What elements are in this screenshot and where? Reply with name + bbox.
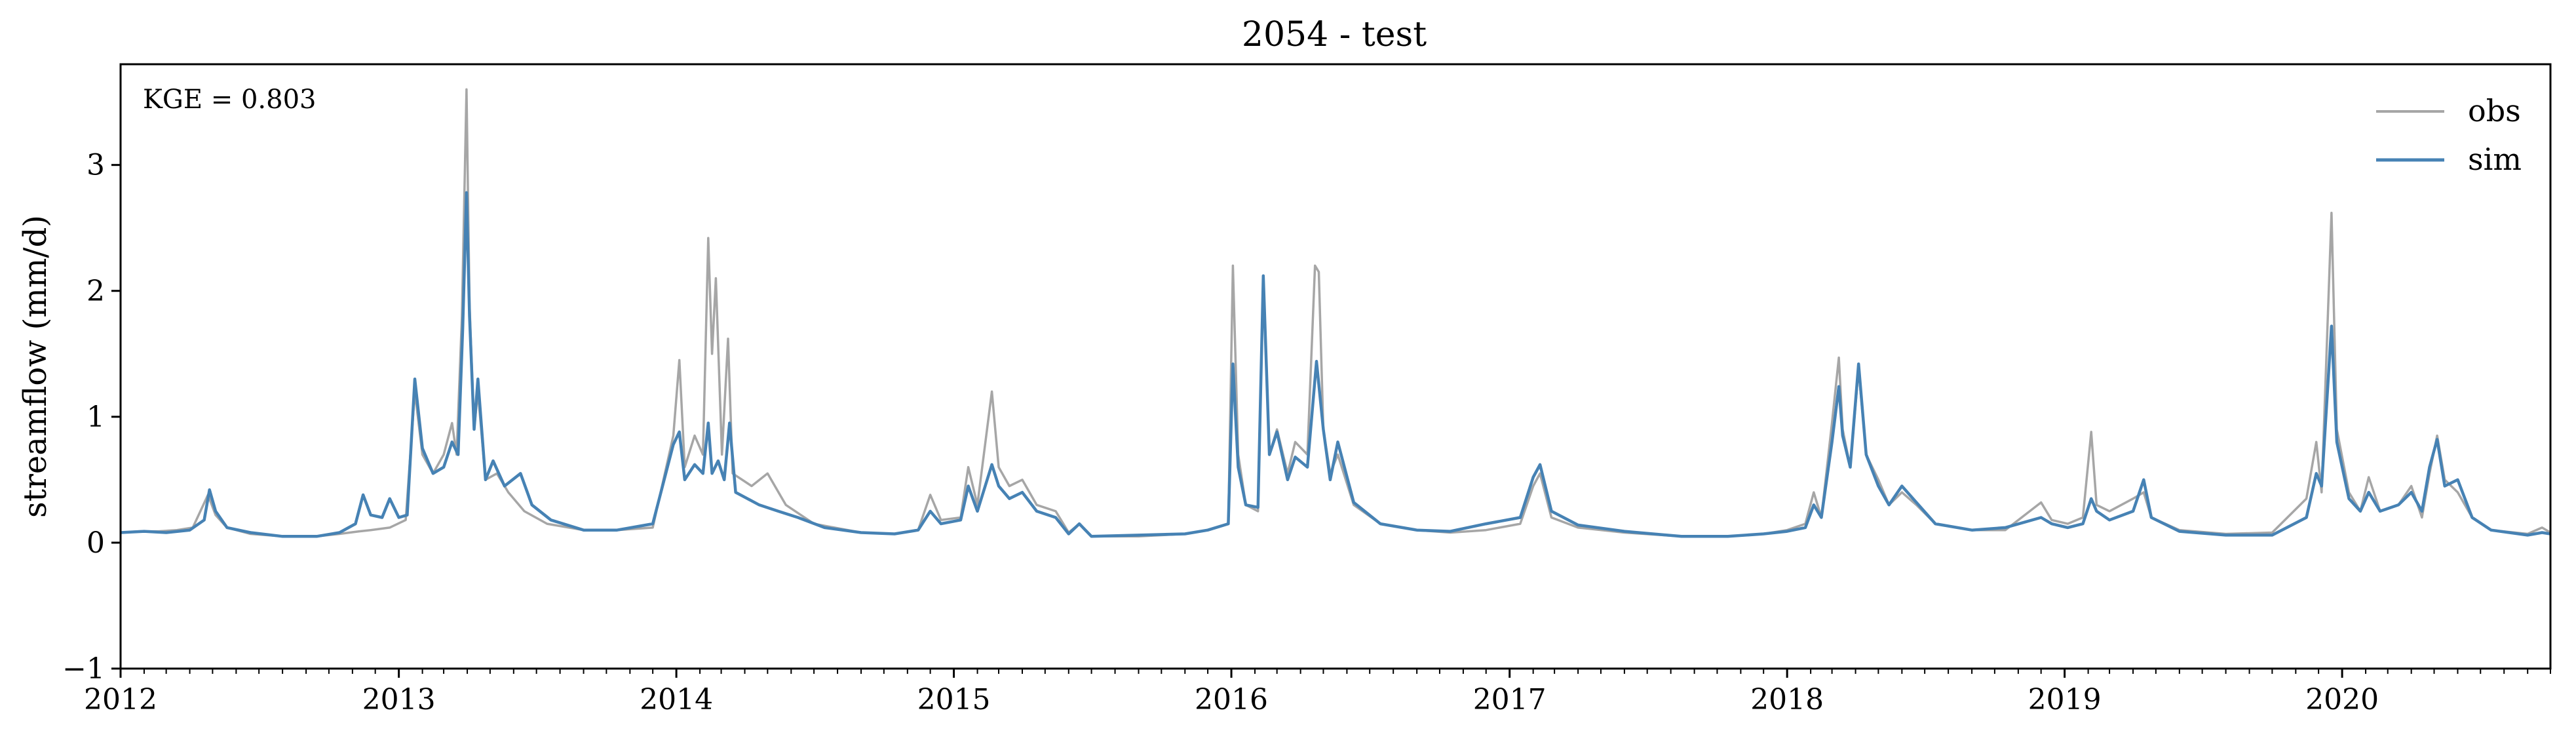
kge-annotation: KGE = 0.803 [143,85,317,115]
y-tick-label: 1 [87,400,105,434]
x-tick-label: 2016 [1195,683,1268,716]
x-tick-label: 2020 [2305,683,2379,716]
x-axis: 2012 2013 2014 2015 2016 2017 2018 2019 2020 [84,669,2551,716]
legend: obs sim [2376,93,2522,177]
legend-label-obs: obs [2468,93,2521,128]
x-tick-label: 2012 [84,683,157,716]
x-tick-label: 2015 [917,683,991,716]
plot-area-frame [119,63,2552,670]
x-tick-label: 2018 [1750,683,1824,716]
y-tick-label: −1 [62,652,105,686]
y-axis: −1 0 1 2 3 [62,149,121,686]
series-line-sim [121,191,2550,538]
legend-label-sim: sim [2468,142,2522,177]
x-tick-label: 2014 [640,683,713,716]
chart-title: 2054 - test [1242,15,1427,54]
y-tick-label: 0 [87,526,105,560]
y-tick-label: 3 [87,149,105,182]
x-tick-label: 2019 [2028,683,2102,716]
x-tick-label: 2017 [1473,683,1547,716]
x-tick-label: 2013 [362,683,436,716]
series-layer [121,88,2550,538]
y-axis-label: streamflow (mm/d) [17,215,54,518]
y-tick-label: 2 [87,275,105,308]
